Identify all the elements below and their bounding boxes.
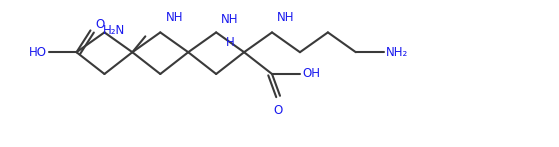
Text: O: O — [96, 18, 105, 31]
Text: O: O — [273, 104, 283, 117]
Text: OH: OH — [302, 67, 320, 81]
Text: HO: HO — [29, 46, 46, 59]
Text: NH₂: NH₂ — [386, 46, 408, 59]
Text: NH: NH — [221, 13, 239, 26]
Text: NH: NH — [277, 11, 295, 24]
Text: NH: NH — [165, 11, 183, 24]
Text: H: H — [226, 36, 234, 49]
Text: H₂N: H₂N — [103, 24, 125, 37]
